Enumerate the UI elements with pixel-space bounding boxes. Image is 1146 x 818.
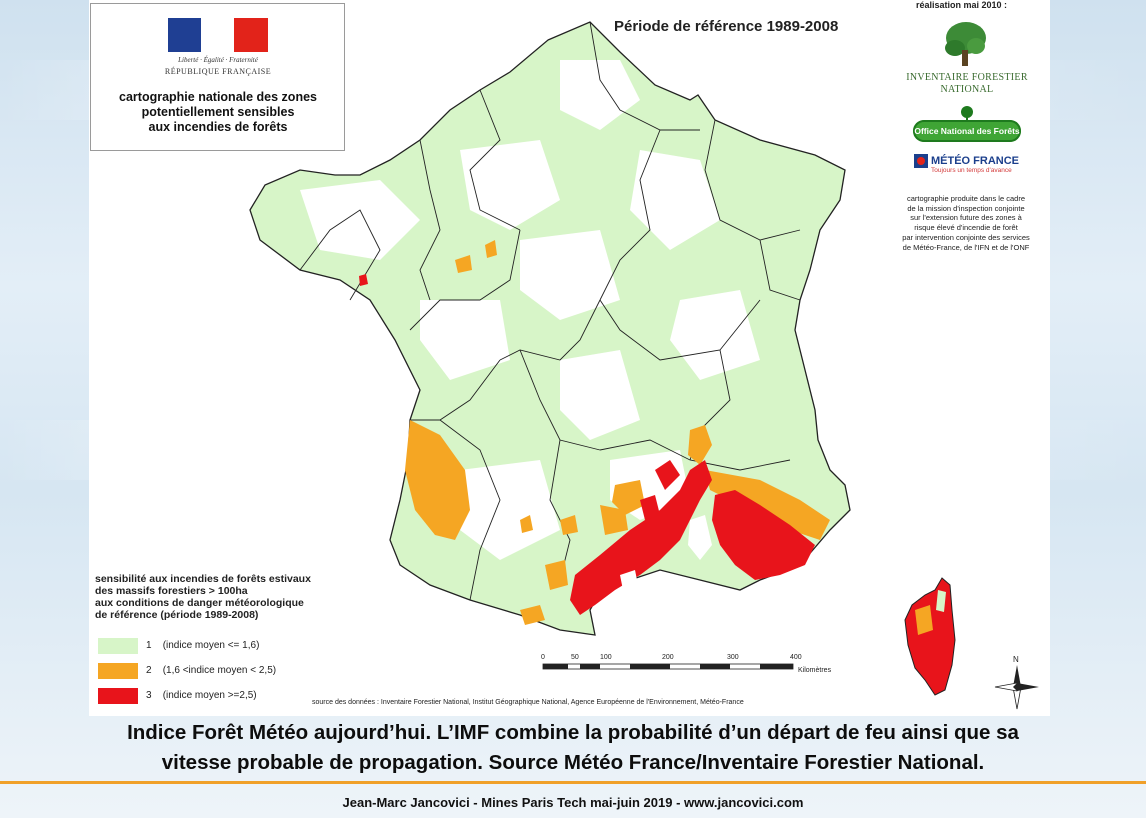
high-sensitivity-zone [570,460,815,615]
logo-block-title: cartographie nationale des zones potenti… [119,90,317,134]
north-arrow [994,665,1039,710]
meteo-france-name: MÉTÉO FRANCE [931,155,1019,167]
realisation-date: réalisation mai 2010 : [916,0,1008,10]
ifn-tree-logo [945,22,986,66]
scale-unit: Kilomètres [798,667,832,674]
landes-sensitive-zone [405,420,470,540]
map-title: Période de référence 1989-2008 [614,18,839,35]
coastal-gaps [620,515,712,590]
marianne-flag-logo [168,18,268,52]
legend-label-low: 1 (indice moyen <= 1,6) [146,640,260,651]
legend-label-high: 3 (indice moyen >=2,5) [146,690,257,701]
legend-title: sensibilité aux incendies de forêts esti… [95,573,311,621]
corsica-low [936,590,946,612]
legend-swatch-high [98,688,138,704]
scale-bar [542,663,794,670]
ifn-logo-text: INVENTAIRE FORESTIER NATIONAL [906,72,1028,95]
scale-tick-400: 400 [790,654,802,661]
scale-tick-300: 300 [727,654,739,661]
scale-tick-100: 100 [600,654,612,661]
moderate-sensitivity-patches [455,240,830,625]
corsica-moderate [915,605,933,635]
republic-name: RÉPUBLIQUE FRANÇAISE [164,67,272,76]
republic-motto: Liberté · Égalité · Fraternité [178,56,258,64]
onf-logo: Office National des Forêts [913,120,1021,142]
slide-footer: Jean-Marc Jancovici - Mines Paris Tech m… [342,795,804,810]
production-note: cartographie produite dans le cadre de l… [902,194,1030,252]
footer-divider [0,781,1146,784]
republique-francaise-logo-block: Liberté · Égalité · Fraternité RÉPUBLIQU… [90,3,345,151]
non-forest-areas [300,60,760,560]
scale-tick-50: 50 [571,654,579,661]
onf-tree-icon [961,106,973,122]
corsica [904,577,956,696]
meteo-france-tagline: Toujours un temps d'avance [931,167,1012,174]
north-label: N [1013,655,1019,664]
legend-label-moderate: 2 (1,6 <indice moyen < 2,5) [146,665,277,676]
region-boundaries [299,21,801,601]
brittany-red-patch [359,274,368,286]
scale-tick-200: 200 [662,654,674,661]
data-source: source des données : Inventaire Forestie… [312,699,744,706]
scale-tick-0: 0 [541,654,545,661]
slide-caption: Indice Forêt Météo aujourd’hui. L’IMF co… [127,721,1019,774]
meteo-france-logo [914,154,928,168]
legend-swatch-moderate [98,663,138,679]
legend-swatch-low [98,638,138,654]
